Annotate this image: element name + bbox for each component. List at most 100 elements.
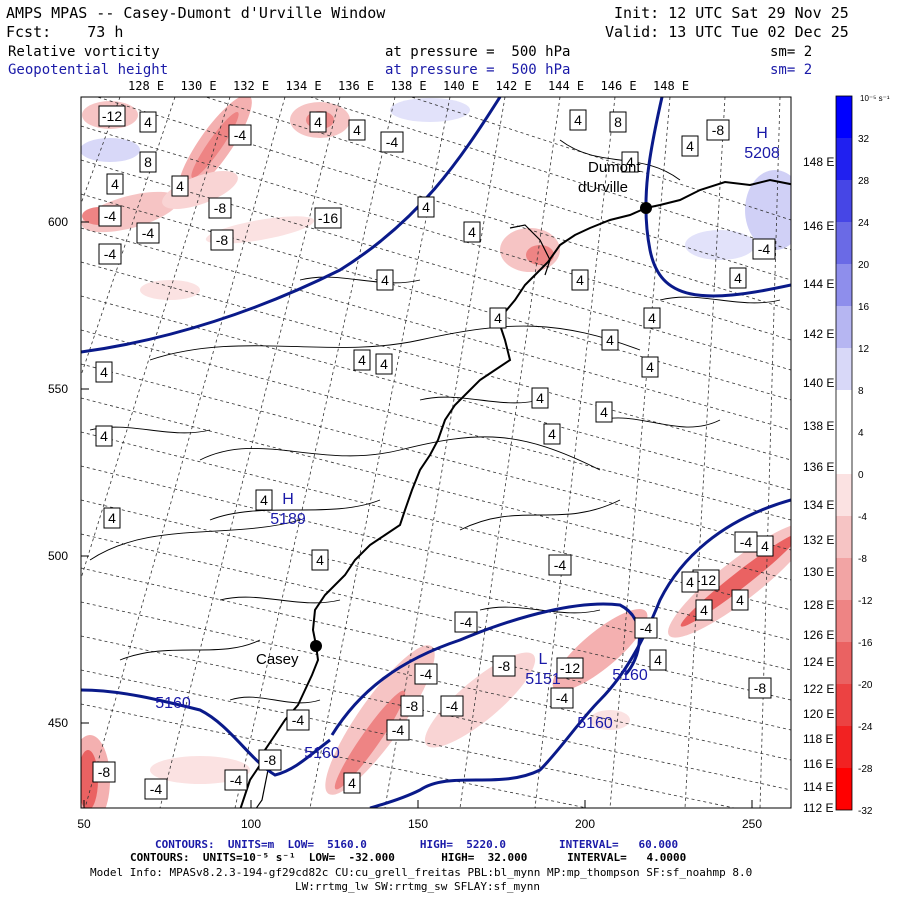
latitude-label: 142 E	[803, 327, 834, 341]
init-time: Init: 12 UTC Sat 29 Nov 25	[614, 4, 849, 22]
vorticity-contour-label: -4	[228, 124, 252, 146]
colorbar-segment	[836, 432, 852, 474]
vorticity-contour-label: 4	[681, 135, 699, 157]
x-tick-label: 50	[77, 817, 91, 831]
svg-text:4: 4	[736, 592, 744, 608]
colorbar-level: -32	[858, 806, 873, 817]
svg-text:-8: -8	[754, 680, 767, 696]
vorticity-contour-label: 4	[171, 175, 189, 197]
y-tick-label: 450	[48, 716, 68, 730]
x-tick-label: 100	[241, 817, 261, 831]
vorticity-contour-label: -12	[692, 569, 720, 591]
parallel-line	[81, 261, 791, 461]
parallel-line	[204, 97, 791, 281]
svg-text:4: 4	[646, 359, 654, 375]
vorticity-contour-label: 4	[376, 269, 394, 291]
y-tick-label: 600	[48, 215, 68, 229]
latitude-label: 128 E	[803, 598, 834, 612]
meridian-line	[81, 97, 231, 580]
x-tick-label: 250	[742, 817, 762, 831]
colorbar-segment	[836, 264, 852, 306]
latitude-label: 114 E	[803, 780, 833, 794]
parallel-line	[81, 567, 791, 731]
field2-name: Geopotential height	[8, 62, 169, 78]
longitude-label: 134 E	[286, 79, 322, 93]
colorbar-level: 32	[858, 134, 870, 145]
longitude-label: 130 E	[181, 79, 217, 93]
latitude-label: 134 E	[803, 498, 834, 512]
colorbar-segment	[836, 642, 852, 684]
vorticity-contour-label: -8	[748, 677, 772, 699]
vorticity-contour-label: 4	[756, 535, 774, 557]
parallel-line	[309, 97, 791, 251]
parallel-line	[81, 601, 791, 761]
svg-text:5189: 5189	[270, 511, 306, 528]
x-tick-label: 150	[408, 817, 428, 831]
svg-text:-4: -4	[392, 722, 405, 738]
vorticity-contour-label: -4	[414, 663, 438, 685]
height-contour-label: 5160	[155, 695, 191, 712]
svg-text:4: 4	[108, 510, 116, 526]
svg-text:-4: -4	[640, 620, 653, 636]
vorticity-contour-label: -4	[548, 554, 572, 576]
svg-text:-4: -4	[230, 772, 243, 788]
svg-text:4: 4	[348, 775, 356, 791]
parallel-line	[81, 635, 791, 791]
vorticity-contour-label: 4	[649, 649, 667, 671]
svg-text:4: 4	[176, 178, 184, 194]
coastline	[239, 178, 791, 808]
latitude-label: 132 E	[803, 533, 834, 547]
svg-text:8: 8	[144, 154, 152, 170]
colorbar-segment	[836, 180, 852, 222]
vorticity-contour-label: -4	[224, 769, 248, 791]
svg-text:H: H	[282, 491, 294, 508]
vorticity-contour-label: -8	[258, 749, 282, 771]
svg-text:-4: -4	[758, 241, 771, 257]
height-contour-label: 5160	[577, 715, 613, 732]
latitude-label: 112 E	[803, 801, 833, 815]
svg-text:-8: -8	[712, 122, 725, 138]
colorbar-level: 0	[858, 470, 864, 481]
colorbar-segment	[836, 222, 852, 264]
parallel-line	[410, 97, 791, 221]
svg-text:-8: -8	[216, 232, 229, 248]
latitude-label: 136 E	[803, 460, 834, 474]
svg-text:-8: -8	[264, 752, 277, 768]
colorbar-level: 12	[858, 344, 870, 355]
longitude-label: 128 E	[128, 79, 164, 93]
meridian-line	[684, 97, 726, 808]
vorticity-contour-label: 4	[643, 307, 661, 329]
longitude-label: 140 E	[443, 79, 479, 93]
svg-text:4: 4	[734, 270, 742, 286]
svg-text:4: 4	[316, 552, 324, 568]
vorticity-contour-label: -4	[734, 531, 758, 553]
svg-text:4: 4	[648, 310, 656, 326]
colorbar-segment	[836, 390, 852, 432]
svg-text:5151: 5151	[525, 671, 561, 688]
vorticity-contour-label: 4	[543, 423, 561, 445]
svg-text:4: 4	[422, 199, 430, 215]
field2-smoothing: sm= 2	[770, 62, 813, 78]
latitude-label: 148 E	[803, 155, 834, 169]
longitude-label: 148 E	[653, 79, 689, 93]
vorticity-contour-label: 4	[621, 151, 639, 173]
vorticity-contour-label: -8	[92, 761, 116, 783]
svg-text:Casey: Casey	[256, 651, 299, 668]
y-tick-label: 550	[48, 382, 68, 396]
parallel-line	[81, 397, 791, 581]
vorticity-contour-label: 4	[595, 401, 613, 423]
parallel-line	[81, 125, 791, 341]
vorticity-contour-label: -4	[440, 695, 464, 717]
vorticity-contour-label: -4	[144, 778, 168, 800]
parallel-line	[81, 533, 791, 701]
meridian-line	[81, 97, 121, 205]
footer-model-info: Model Info: MPASv8.2.3-194-gf29cd82c CU:…	[90, 866, 753, 879]
low-center: L 5151	[525, 651, 561, 688]
svg-text:4: 4	[548, 426, 556, 442]
colorbar-segment	[836, 348, 852, 390]
vorticity-contour-label: 4	[309, 111, 327, 133]
svg-text:4: 4	[686, 574, 694, 590]
parallel-line	[95, 97, 791, 311]
svg-text:-4: -4	[420, 666, 433, 682]
